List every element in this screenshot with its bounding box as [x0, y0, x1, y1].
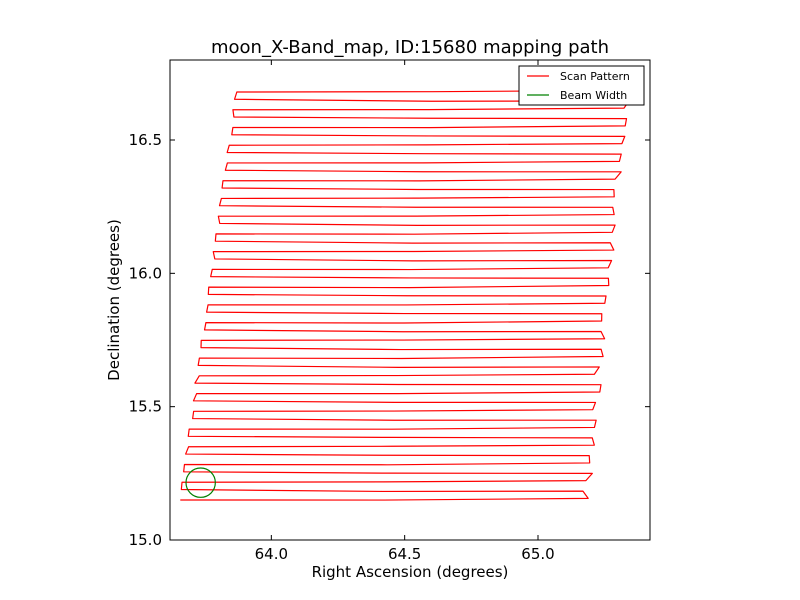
y-tick-label: 15.5 [129, 398, 162, 416]
scan-pattern-series [180, 89, 630, 501]
legend-label-scan-pattern: Scan Pattern [560, 70, 630, 83]
scan-pattern-line [180, 89, 630, 501]
plot-frame [169, 59, 651, 541]
legend: Scan Pattern Beam Width [518, 65, 645, 106]
chart-title: moon_X-Band_map, ID:15680 mapping path [211, 37, 609, 58]
y-tick-label: 16.5 [129, 131, 162, 149]
x-axis-label: Right Ascension (degrees) [312, 563, 509, 581]
y-axis-label: Declination (degrees) [105, 219, 123, 381]
x-tick-label: 64.5 [388, 545, 421, 563]
beam-width-circle [185, 467, 216, 498]
y-tick-label: 16.0 [129, 264, 162, 282]
beam-width-series [185, 467, 216, 498]
plot-area [180, 89, 630, 501]
x-tick-label: 64.0 [255, 545, 288, 563]
y-axis-ticks: 15.0 15.5 16.0 16.5 [129, 131, 650, 549]
x-axis-ticks: 64.0 64.5 65.0 [255, 60, 555, 563]
x-tick-label: 65.0 [521, 545, 554, 563]
legend-label-beam-width: Beam Width [560, 89, 627, 102]
y-tick-label: 15.0 [129, 531, 162, 549]
legend-box [518, 65, 645, 106]
